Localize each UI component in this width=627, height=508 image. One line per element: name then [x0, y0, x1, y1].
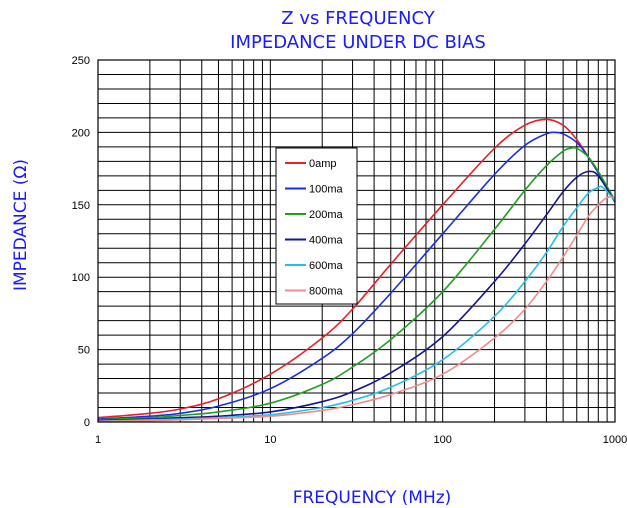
y-tick-label: 200	[72, 127, 90, 139]
y-axis-title: IMPEDANCE (Ω)	[11, 159, 31, 291]
legend-label-0amp: 0amp	[309, 158, 337, 170]
legend-box	[275, 147, 358, 305]
legend: 0amp 100ma 200ma 400ma 600ma 800ma	[275, 147, 358, 305]
x-axis-title: FREQUENCY (MHz)	[293, 488, 452, 508]
legend-label-400ma: 400ma	[309, 235, 344, 247]
y-tick-label: 0	[84, 417, 90, 429]
x-tick-label: 1	[95, 434, 101, 446]
chart-title-line-2: IMPEDANCE UNDER DC BIAS	[230, 32, 486, 53]
y-tick-label: 150	[72, 200, 90, 212]
y-tick-label: 50	[78, 345, 90, 357]
plot-frame	[97, 59, 616, 423]
series-lines	[97, 118, 616, 423]
legend-label-100ma: 100ma	[309, 184, 344, 196]
chart-title-line-1: Z vs FREQUENCY	[281, 8, 435, 29]
plot-axes	[97, 59, 616, 423]
y-tick-label: 100	[72, 272, 90, 284]
x-tick-label: 10	[264, 434, 276, 446]
x-tick-label: 100	[433, 434, 451, 446]
legend-label-200ma: 200ma	[309, 209, 344, 221]
legend-label-600ma: 600ma	[309, 260, 344, 272]
x-tick-label: 1000	[603, 434, 627, 446]
series-line-800ma	[97, 196, 616, 423]
series-line-100ma	[97, 131, 616, 420]
legend-label-800ma: 800ma	[309, 286, 344, 298]
tick-labels: 0 50 100 150 200 250 1 10 100 1000	[72, 55, 627, 446]
series-line-0amp	[97, 118, 616, 419]
series-line-400ma	[97, 170, 616, 422]
series-line-200ma	[97, 146, 616, 421]
y-tick-label: 250	[72, 55, 90, 67]
